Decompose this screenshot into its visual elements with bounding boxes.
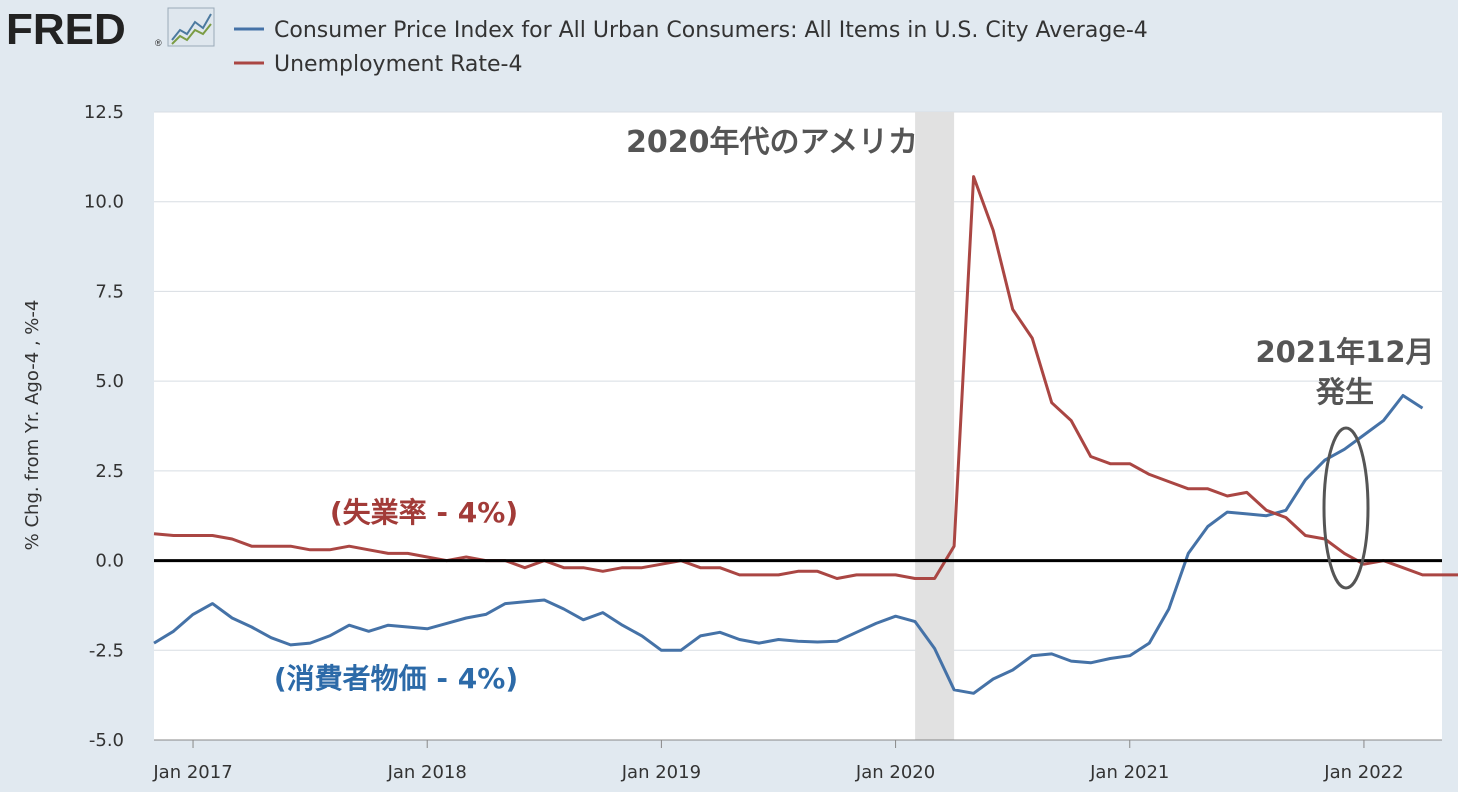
series-line-unemployment[interactable] — [153, 175, 1458, 580]
y-tick-label: -5.0 — [89, 730, 124, 751]
x-tick-label: Jan 2021 — [1089, 762, 1169, 783]
x-tick-label: Jan 2018 — [387, 762, 467, 783]
annotation-unemployment: (失業率 - 4%) — [330, 496, 518, 529]
recession-band — [915, 112, 955, 740]
trend-line-icon — [167, 7, 215, 47]
series-layer — [153, 175, 1458, 695]
annotation-2020s-america: 2020年代のアメリカ — [626, 125, 918, 160]
x-tick-label: Jan 2022 — [1323, 762, 1403, 783]
legend-item-unemployment[interactable]: Unemployment Rate-4 — [234, 52, 522, 77]
y-axis-ticks: 12.5 10.0 7.5 5.0 2.5 0.0 -2.5 -5.0 — [84, 102, 124, 751]
y-axis-title: % Chg. from Yr. Ago-4 , %-4 — [22, 300, 43, 551]
y-tick-label: 5.0 — [95, 371, 124, 392]
legend: Consumer Price Index for All Urban Consu… — [234, 18, 1148, 77]
y-tick-label: 7.5 — [95, 281, 124, 302]
x-axis-ticks: Jan 2017 Jan 2018 Jan 2019 Jan 2020 Jan 2021… — [152, 740, 1404, 783]
legend-item-cpi[interactable]: Consumer Price Index for All Urban Consu… — [234, 18, 1148, 43]
y-tick-label: 10.0 — [84, 192, 124, 213]
legend-label-cpi: Consumer Price Index for All Urban Consu… — [274, 18, 1148, 43]
legend-label-unemployment: Unemployment Rate-4 — [274, 52, 522, 77]
x-tick-label: Jan 2019 — [621, 762, 701, 783]
fred-logo-text: FRED — [6, 5, 126, 54]
y-tick-label: -2.5 — [89, 640, 124, 661]
annotation-event-label: 発生 — [1315, 375, 1374, 409]
series-line-cpi[interactable] — [153, 394, 1424, 695]
y-tick-label: 12.5 — [84, 102, 124, 123]
registered-mark: ® — [155, 38, 162, 48]
y-tick-label: 2.5 — [95, 461, 124, 482]
crossover-highlight-ellipse — [1322, 426, 1370, 590]
x-tick-label: Jan 2020 — [855, 762, 935, 783]
plot-area — [154, 112, 1442, 740]
annotation-cpi: (消費者物価 - 4%) — [274, 662, 518, 695]
y-tick-label: 0.0 — [95, 551, 124, 572]
annotation-event-date: 2021年12月 — [1255, 335, 1434, 369]
fred-logo[interactable]: FRED ® — [6, 5, 215, 54]
x-tick-label: Jan 2017 — [152, 762, 232, 783]
